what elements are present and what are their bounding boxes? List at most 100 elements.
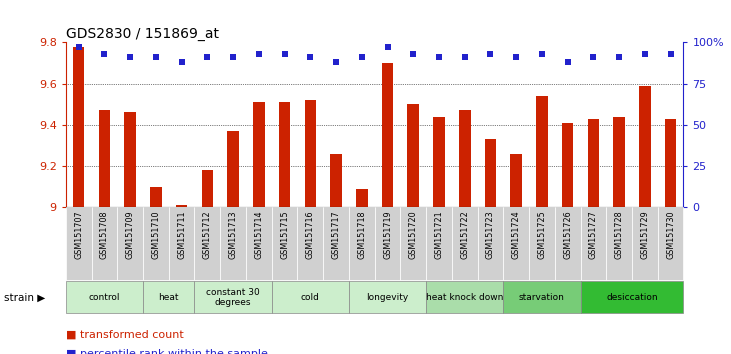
- Text: starvation: starvation: [519, 293, 565, 302]
- Bar: [220, 207, 246, 280]
- Bar: [169, 207, 194, 280]
- Bar: [504, 207, 529, 280]
- Bar: [91, 207, 117, 280]
- Bar: [323, 207, 349, 280]
- Bar: [555, 207, 580, 280]
- Text: constant 30
degrees: constant 30 degrees: [206, 288, 260, 307]
- Point: [485, 51, 496, 57]
- Bar: [117, 207, 143, 280]
- Point: [588, 55, 599, 60]
- Bar: [401, 207, 426, 280]
- Point: [227, 55, 239, 60]
- Bar: [150, 187, 162, 207]
- Bar: [253, 102, 265, 207]
- Bar: [536, 96, 548, 207]
- Point: [664, 51, 676, 57]
- Bar: [330, 154, 342, 207]
- Bar: [639, 86, 651, 207]
- Text: GDS2830 / 151869_at: GDS2830 / 151869_at: [66, 27, 219, 41]
- Bar: [349, 207, 374, 280]
- Bar: [124, 113, 136, 207]
- Text: GSM151718: GSM151718: [357, 211, 366, 259]
- Point: [639, 51, 651, 57]
- Text: GSM151717: GSM151717: [332, 211, 341, 259]
- Bar: [246, 207, 272, 280]
- Bar: [382, 63, 393, 207]
- Bar: [356, 189, 368, 207]
- Point: [202, 55, 213, 60]
- Bar: [66, 207, 91, 280]
- Text: GSM151708: GSM151708: [100, 211, 109, 259]
- Point: [459, 55, 471, 60]
- Bar: [66, 281, 143, 313]
- Bar: [658, 207, 683, 280]
- Bar: [613, 116, 625, 207]
- Bar: [99, 110, 110, 207]
- Text: desiccation: desiccation: [606, 293, 658, 302]
- Bar: [606, 207, 632, 280]
- Point: [150, 55, 162, 60]
- Bar: [433, 116, 444, 207]
- Bar: [426, 207, 452, 280]
- Text: GSM151719: GSM151719: [383, 211, 392, 259]
- Bar: [504, 281, 580, 313]
- Bar: [510, 154, 522, 207]
- Point: [99, 51, 110, 57]
- Bar: [279, 102, 290, 207]
- Text: GSM151712: GSM151712: [202, 211, 212, 259]
- Text: longevity: longevity: [366, 293, 409, 302]
- Text: GSM151720: GSM151720: [409, 211, 417, 259]
- Text: ■ transformed count: ■ transformed count: [66, 329, 183, 339]
- Text: GSM151722: GSM151722: [461, 211, 469, 259]
- Text: GSM151726: GSM151726: [563, 211, 572, 259]
- Bar: [194, 207, 220, 280]
- Bar: [562, 123, 573, 207]
- Text: GSM151715: GSM151715: [280, 211, 289, 259]
- Bar: [485, 139, 496, 207]
- Text: GSM151709: GSM151709: [126, 211, 135, 259]
- Bar: [426, 281, 504, 313]
- Point: [175, 59, 187, 65]
- Bar: [202, 170, 213, 207]
- Point: [356, 55, 368, 60]
- Point: [562, 59, 574, 65]
- Bar: [143, 281, 194, 313]
- Point: [304, 55, 316, 60]
- Point: [536, 51, 548, 57]
- Bar: [452, 207, 477, 280]
- Point: [124, 55, 136, 60]
- Text: GSM151707: GSM151707: [74, 211, 83, 259]
- Text: ■ percentile rank within the sample: ■ percentile rank within the sample: [66, 349, 268, 354]
- Text: GSM151730: GSM151730: [666, 211, 675, 259]
- Bar: [632, 207, 658, 280]
- Text: GSM151727: GSM151727: [589, 211, 598, 259]
- Point: [253, 51, 265, 57]
- Bar: [580, 207, 606, 280]
- Bar: [580, 281, 683, 313]
- Point: [73, 45, 85, 50]
- Bar: [305, 100, 316, 207]
- Point: [330, 59, 342, 65]
- Bar: [143, 207, 169, 280]
- Text: control: control: [88, 293, 120, 302]
- Bar: [664, 119, 676, 207]
- Bar: [459, 110, 471, 207]
- Text: GSM151724: GSM151724: [512, 211, 520, 259]
- Bar: [272, 281, 349, 313]
- Bar: [176, 205, 187, 207]
- Text: GSM151725: GSM151725: [537, 211, 547, 259]
- Text: heat knock down: heat knock down: [426, 293, 504, 302]
- Bar: [272, 207, 298, 280]
- Bar: [407, 104, 419, 207]
- Point: [510, 55, 522, 60]
- Text: GSM151716: GSM151716: [306, 211, 315, 259]
- Bar: [73, 47, 85, 207]
- Text: GSM151711: GSM151711: [177, 211, 186, 259]
- Bar: [588, 119, 599, 207]
- Text: GSM151713: GSM151713: [229, 211, 238, 259]
- Bar: [477, 207, 504, 280]
- Text: GSM151728: GSM151728: [615, 211, 624, 259]
- Bar: [374, 207, 401, 280]
- Text: GSM151721: GSM151721: [434, 211, 444, 259]
- Point: [433, 55, 445, 60]
